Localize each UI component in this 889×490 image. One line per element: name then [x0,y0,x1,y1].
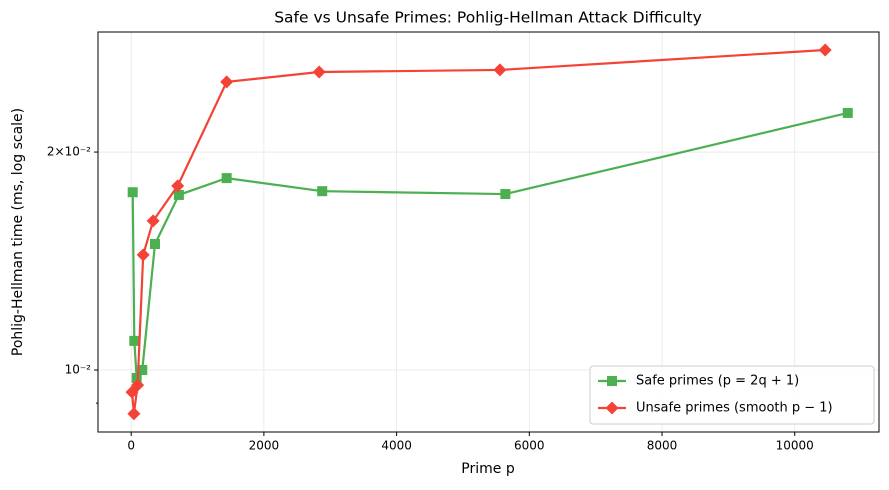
marker [818,43,832,57]
y-tick-label: 2×10⁻² [47,145,91,159]
marker [220,75,234,89]
marker [127,407,141,421]
x-tick-label: 2000 [249,439,280,453]
x-tick-label: 6000 [514,439,545,453]
marker [312,65,326,79]
x-tick-label: 0 [127,439,135,453]
legend-box [589,365,875,425]
x-tick-label: 8000 [647,439,678,453]
chart-title: Safe vs Unsafe Primes: Pohlig-Hellman At… [274,9,702,27]
x-axis-label: Prime p [461,461,515,477]
marker [137,364,148,375]
marker [136,248,150,262]
marker [129,335,140,346]
x-tick-label: 10000 [776,439,814,453]
marker [149,238,160,249]
legend-marker [605,401,619,415]
marker [131,372,142,383]
marker [493,63,507,77]
marker [171,179,185,193]
y-tick-label: 10⁻² [65,362,92,376]
marker [131,378,145,392]
marker [173,189,184,200]
marker [127,187,138,198]
series-line [131,111,849,382]
legend-label: Unsafe primes (smooth p − 1) [636,401,833,416]
marker [842,107,853,118]
marker [221,173,232,184]
plot-frame [97,31,880,433]
legend-marker [607,376,617,386]
marker [500,189,511,200]
series-line [130,48,826,414]
x-tick-label: 4000 [381,439,412,453]
marker [317,186,328,197]
y-axis-label: Pohlig-Hellman time (ms, log scale) [10,108,26,356]
marker [146,214,160,228]
legend-label: Safe primes (p = 2q + 1) [636,374,799,389]
